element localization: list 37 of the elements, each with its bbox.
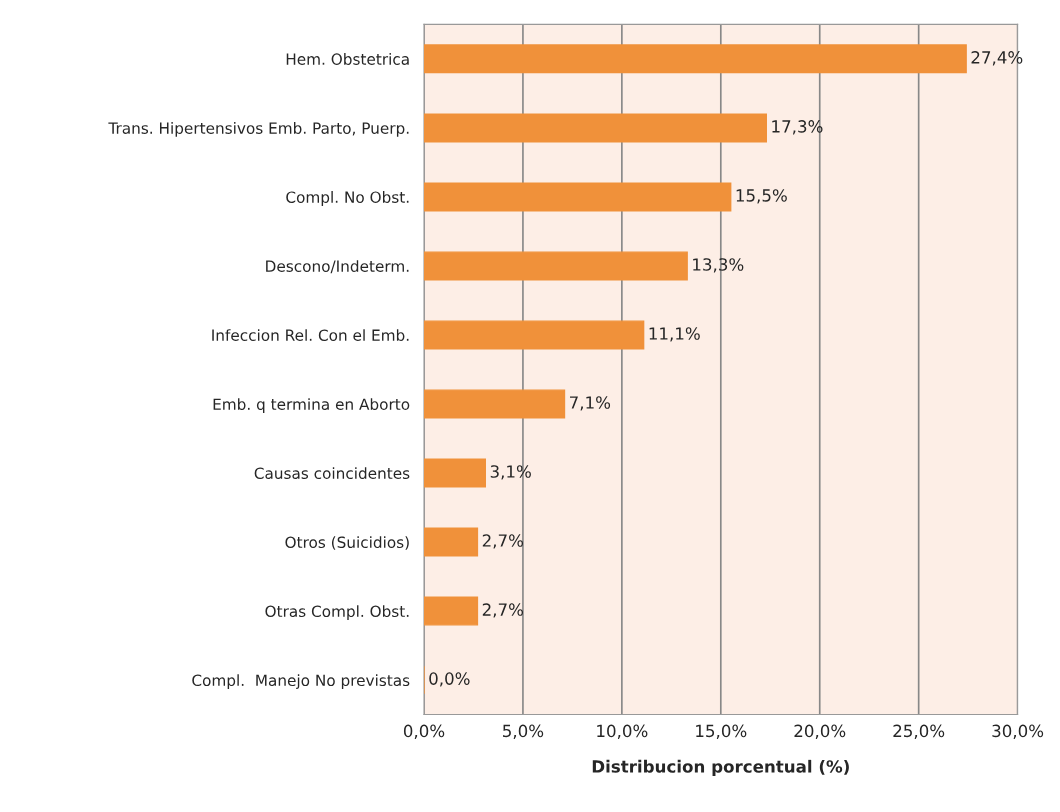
y-tick-label: Compl. No Obst.	[286, 191, 409, 206]
data-label: 11,1%	[649, 327, 700, 342]
data-label: 3,1%	[490, 465, 531, 480]
x-axis-title: Distribucion porcentual (%)	[592, 759, 849, 776]
data-label: 27,4%	[971, 51, 1023, 66]
y-tick-label: Otros (Suicidios)	[285, 536, 409, 550]
y-tick-label: Emb. q termina en Aborto	[213, 398, 410, 413]
bar	[424, 320, 645, 350]
y-tick-label: Trans. Hipertensivos Emb. Parto, Puerp.	[108, 122, 409, 137]
data-label: 7,1%	[570, 396, 611, 411]
y-tick-label: Descono/Indeterm.	[266, 260, 409, 274]
x-tick-label: 20,0%	[794, 724, 846, 739]
data-label: 15,5%	[736, 189, 787, 204]
x-tick-label: 0,0%	[403, 724, 445, 739]
bar	[424, 113, 768, 143]
y-tick-label: Infeccion Rel. Con el Emb.	[212, 329, 409, 341]
bar	[424, 44, 967, 74]
bar	[424, 527, 479, 557]
y-tick-label: Hem. Obstetrica	[286, 53, 409, 65]
data-label: 2,7%	[482, 603, 524, 618]
y-tick-label: Causas coincidentes	[254, 467, 410, 480]
data-label: 13,3%	[693, 258, 744, 273]
bar	[424, 458, 487, 488]
bar	[424, 389, 566, 419]
x-tick-label: 25,0%	[893, 724, 945, 739]
data-label: 2,7%	[482, 534, 524, 549]
x-tick-label: 5,0%	[503, 724, 544, 739]
x-tick-label: 10,0%	[597, 724, 648, 739]
x-tick-label: 30,0%	[992, 724, 1044, 739]
x-tick-label: 15,0%	[696, 724, 747, 739]
bar	[424, 596, 479, 626]
bar	[424, 182, 732, 212]
y-tick-label: Otras Compl. Obst.	[265, 605, 409, 621]
bar	[424, 251, 688, 281]
data-label: 17,3%	[772, 120, 823, 135]
data-label: 0,0%	[429, 672, 470, 687]
y-tick-label: Compl. Manejo No previstas	[192, 674, 410, 690]
